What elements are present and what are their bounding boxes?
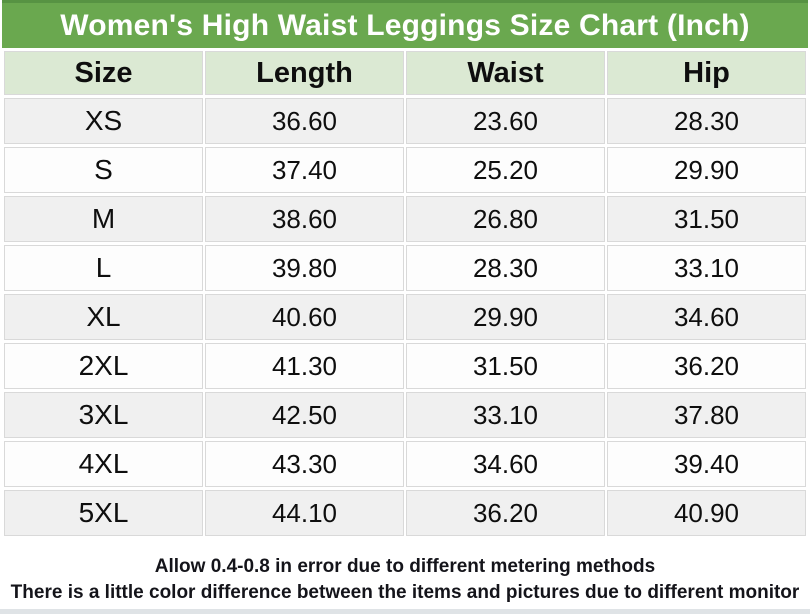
size-cell-5xl: 5XL — [4, 490, 203, 536]
table-row-xs: XS 36.60 23.60 28.30 — [4, 98, 806, 144]
footer-notes: Allow 0.4-0.8 in error due to different … — [2, 554, 808, 606]
column-header-length: Length — [205, 51, 404, 95]
table-row-m: M 38.60 26.80 31.50 — [4, 196, 806, 242]
hip-value-2xl: 36.20 — [607, 343, 806, 389]
size-cell-s: S — [4, 147, 203, 193]
footer-note-error-tolerance: Allow 0.4-0.8 in error due to different … — [154, 556, 656, 577]
table-row-5xl: 5XL 44.10 36.20 40.90 — [4, 490, 806, 536]
length-value-xl: 40.60 — [205, 294, 404, 340]
waist-value-xl: 29.90 — [406, 294, 605, 340]
footer-note-color-difference: There is a little color difference betwe… — [10, 582, 800, 603]
table-body: XS 36.60 23.60 28.30 S 37.40 25.20 29.90 M 38.60 2… — [4, 98, 806, 536]
hip-value-3xl: 37.80 — [607, 392, 806, 438]
hip-value-5xl: 40.90 — [607, 490, 806, 536]
table-row-3xl: 3XL 42.50 33.10 37.80 — [4, 392, 806, 438]
table-header-row: Size Length Waist Hip — [4, 51, 806, 95]
size-cell-xl: XL — [4, 294, 203, 340]
size-cell-l: L — [4, 245, 203, 291]
table-row-2xl: 2XL 41.30 31.50 36.20 — [4, 343, 806, 389]
waist-value-5xl: 36.20 — [406, 490, 605, 536]
hip-value-xl: 34.60 — [607, 294, 806, 340]
waist-value-xs: 23.60 — [406, 98, 605, 144]
length-value-m: 38.60 — [205, 196, 404, 242]
size-cell-3xl: 3XL — [4, 392, 203, 438]
length-value-5xl: 44.10 — [205, 490, 404, 536]
hip-value-m: 31.50 — [607, 196, 806, 242]
table-row-xl: XL 40.60 29.90 34.60 — [4, 294, 806, 340]
size-chart-table: Size Length Waist Hip XS 36.60 23.60 28.30 S 37.… — [2, 48, 808, 539]
table-row-s: S 37.40 25.20 29.90 — [4, 147, 806, 193]
length-value-4xl: 43.30 — [205, 441, 404, 487]
table-row-l: L 39.80 28.30 33.10 — [4, 245, 806, 291]
size-cell-4xl: 4XL — [4, 441, 203, 487]
table-header: Size Length Waist Hip — [4, 51, 806, 95]
waist-value-s: 25.20 — [406, 147, 605, 193]
hip-value-xs: 28.30 — [607, 98, 806, 144]
length-value-xs: 36.60 — [205, 98, 404, 144]
length-value-2xl: 41.30 — [205, 343, 404, 389]
length-value-l: 39.80 — [205, 245, 404, 291]
hip-value-4xl: 39.40 — [607, 441, 806, 487]
waist-value-m: 26.80 — [406, 196, 605, 242]
waist-value-2xl: 31.50 — [406, 343, 605, 389]
table-row-4xl: 4XL 43.30 34.60 39.40 — [4, 441, 806, 487]
size-cell-m: M — [4, 196, 203, 242]
waist-value-3xl: 33.10 — [406, 392, 605, 438]
hip-value-l: 33.10 — [607, 245, 806, 291]
size-cell-2xl: 2XL — [4, 343, 203, 389]
length-value-s: 37.40 — [205, 147, 404, 193]
bottom-edge-strip — [0, 609, 810, 614]
waist-value-l: 28.30 — [406, 245, 605, 291]
size-cell-xs: XS — [4, 98, 203, 144]
column-header-waist: Waist — [406, 51, 605, 95]
page-title: Women's High Waist Leggings Size Chart (… — [2, 0, 808, 48]
column-header-size: Size — [4, 51, 203, 95]
column-header-hip: Hip — [607, 51, 806, 95]
length-value-3xl: 42.50 — [205, 392, 404, 438]
hip-value-s: 29.90 — [607, 147, 806, 193]
waist-value-4xl: 34.60 — [406, 441, 605, 487]
